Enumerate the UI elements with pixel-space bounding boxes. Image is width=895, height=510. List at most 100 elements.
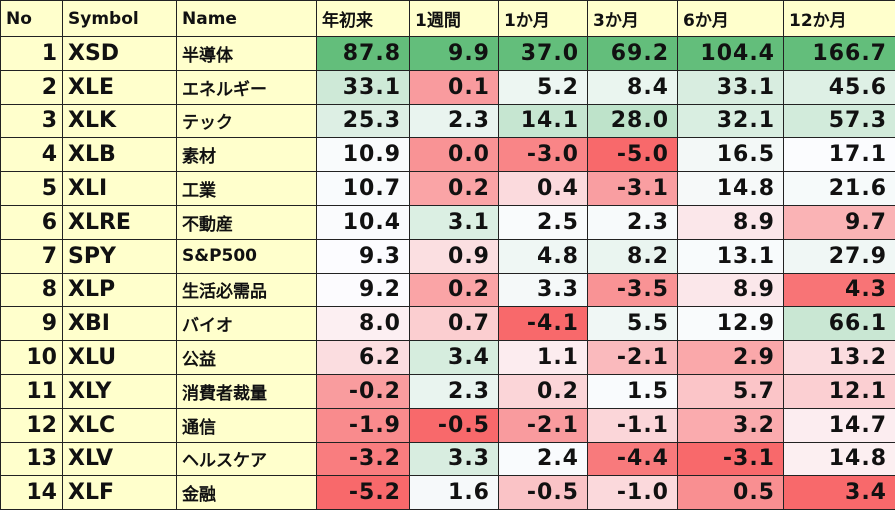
return-cell: 16.5 <box>678 138 784 172</box>
column-header: 年初来 <box>317 1 410 37</box>
symbol: XLE <box>63 70 177 104</box>
sector-name: 公益 <box>177 341 317 375</box>
return-cell: 14.8 <box>784 442 895 476</box>
symbol: XLF <box>63 476 177 510</box>
return-cell: 2.5 <box>499 205 588 239</box>
return-cell: -3.1 <box>678 442 784 476</box>
return-cell: 3.3 <box>499 273 588 307</box>
sector-name: 消費者裁量 <box>177 374 317 408</box>
return-cell: 0.2 <box>410 172 499 206</box>
return-cell: 1.5 <box>588 374 678 408</box>
return-cell: 9.3 <box>317 239 410 273</box>
symbol: XSD <box>63 37 177 71</box>
return-cell: 12.1 <box>784 374 895 408</box>
column-header: 1か月 <box>499 1 588 37</box>
return-cell: -1.1 <box>588 408 678 442</box>
return-cell: 8.0 <box>317 307 410 341</box>
sector-name: 金融 <box>177 476 317 510</box>
row-number: 6 <box>1 205 63 239</box>
return-cell: 4.3 <box>784 273 895 307</box>
column-header: Symbol <box>63 1 177 37</box>
row-number: 1 <box>1 37 63 71</box>
symbol: XBI <box>63 307 177 341</box>
return-cell: 8.9 <box>678 273 784 307</box>
return-cell: 8.4 <box>588 70 678 104</box>
return-cell: 37.0 <box>499 37 588 71</box>
return-cell: 2.3 <box>410 374 499 408</box>
return-cell: 27.9 <box>784 239 895 273</box>
sector-name: ヘルスケア <box>177 442 317 476</box>
return-cell: 3.4 <box>784 476 895 510</box>
return-cell: 3.1 <box>410 205 499 239</box>
return-cell: 1.1 <box>499 341 588 375</box>
column-header: 3か月 <box>588 1 678 37</box>
return-cell: -4.1 <box>499 307 588 341</box>
row-number: 4 <box>1 138 63 172</box>
symbol: XLB <box>63 138 177 172</box>
return-cell: 166.7 <box>784 37 895 71</box>
return-cell: 87.8 <box>317 37 410 71</box>
return-cell: 17.1 <box>784 138 895 172</box>
return-cell: 45.6 <box>784 70 895 104</box>
return-cell: -3.5 <box>588 273 678 307</box>
return-cell: 21.6 <box>784 172 895 206</box>
return-cell: 1.6 <box>410 476 499 510</box>
return-cell: 13.1 <box>678 239 784 273</box>
column-header: 12か月 <box>784 1 895 37</box>
row-number: 3 <box>1 104 63 138</box>
row-number: 10 <box>1 341 63 375</box>
column-header: No <box>1 1 63 37</box>
return-cell: 104.4 <box>678 37 784 71</box>
return-cell: 8.2 <box>588 239 678 273</box>
return-cell: 0.2 <box>499 374 588 408</box>
return-cell: 2.9 <box>678 341 784 375</box>
row-number: 9 <box>1 307 63 341</box>
sector-name: エネルギー <box>177 70 317 104</box>
sector-name: 半導体 <box>177 37 317 71</box>
return-cell: 10.4 <box>317 205 410 239</box>
return-cell: 0.5 <box>678 476 784 510</box>
return-cell: 2.3 <box>410 104 499 138</box>
return-cell: -3.0 <box>499 138 588 172</box>
return-cell: 9.7 <box>784 205 895 239</box>
return-cell: 66.1 <box>784 307 895 341</box>
sector-name: 不動産 <box>177 205 317 239</box>
return-cell: -1.9 <box>317 408 410 442</box>
sector-name: 通信 <box>177 408 317 442</box>
row-number: 13 <box>1 442 63 476</box>
symbol: XLU <box>63 341 177 375</box>
return-cell: 2.3 <box>588 205 678 239</box>
return-cell: 28.0 <box>588 104 678 138</box>
return-cell: 9.2 <box>317 273 410 307</box>
return-cell: -3.1 <box>588 172 678 206</box>
sector-name: S&P500 <box>177 239 317 273</box>
return-cell: 14.7 <box>784 408 895 442</box>
return-cell: -5.2 <box>317 476 410 510</box>
symbol: XLI <box>63 172 177 206</box>
return-cell: 5.2 <box>499 70 588 104</box>
return-cell: 3.2 <box>678 408 784 442</box>
return-cell: -0.5 <box>499 476 588 510</box>
return-cell: -2.1 <box>588 341 678 375</box>
row-number: 11 <box>1 374 63 408</box>
return-cell: 57.3 <box>784 104 895 138</box>
return-cell: -2.1 <box>499 408 588 442</box>
symbol: XLK <box>63 104 177 138</box>
return-cell: 10.9 <box>317 138 410 172</box>
return-cell: 13.2 <box>784 341 895 375</box>
symbol: XLP <box>63 273 177 307</box>
return-cell: 0.4 <box>499 172 588 206</box>
